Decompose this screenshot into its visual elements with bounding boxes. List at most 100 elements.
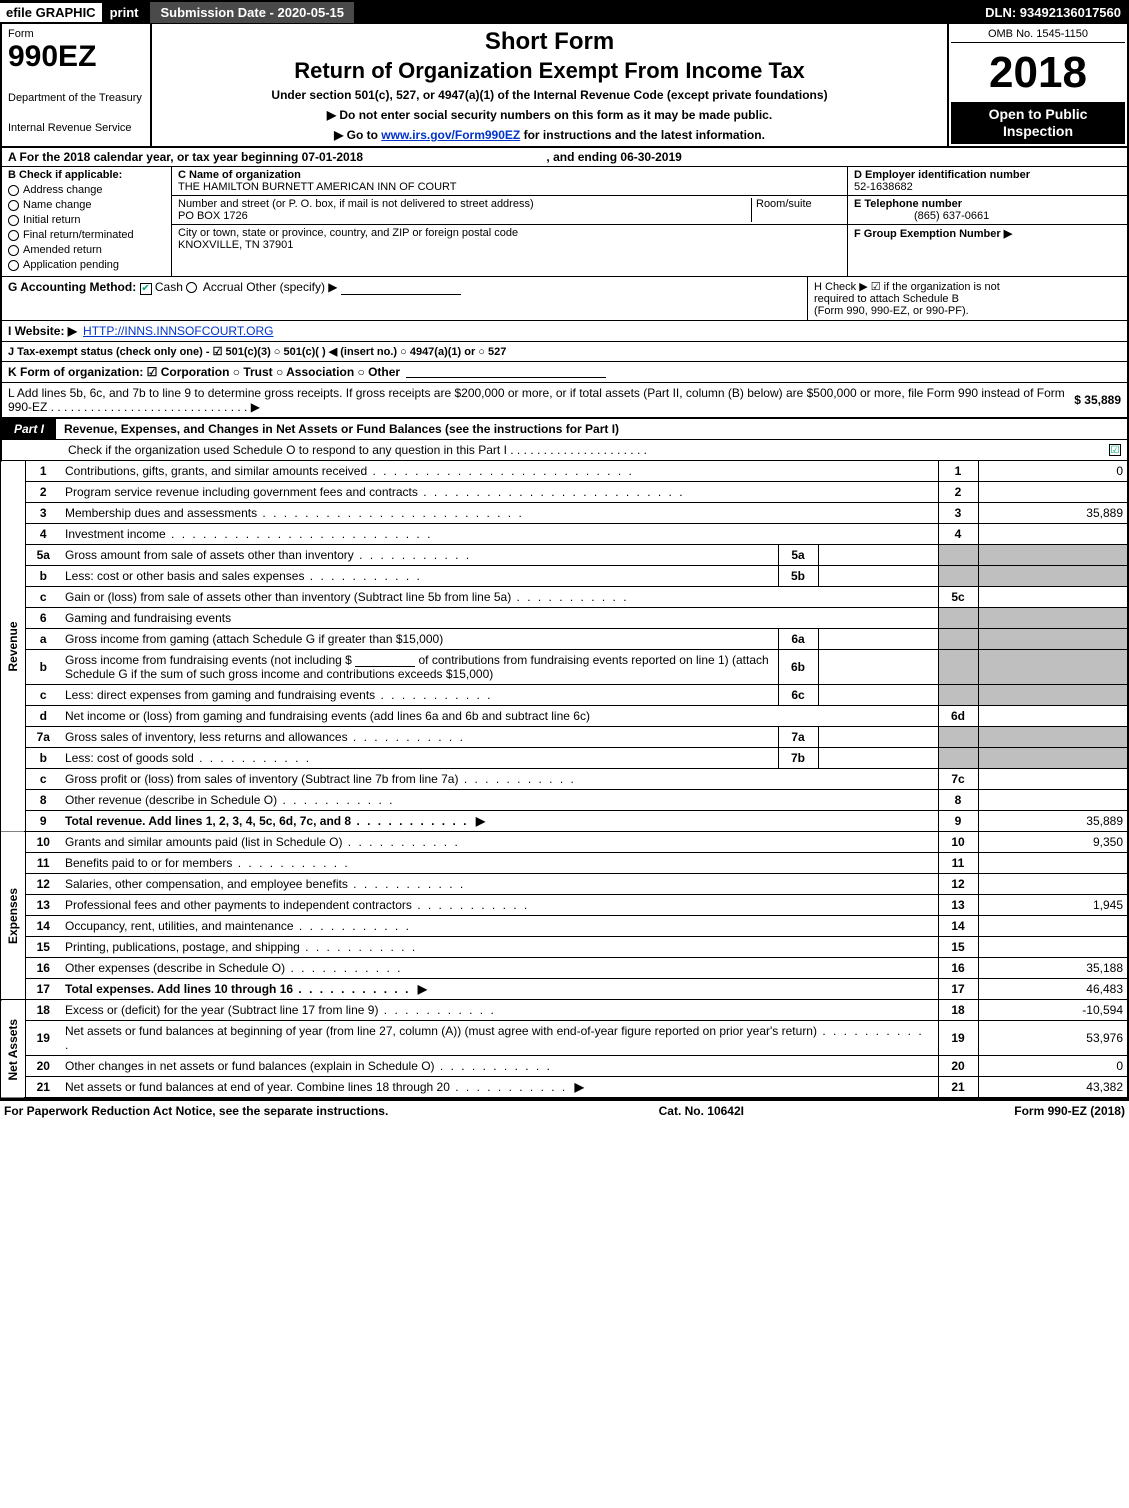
other-specify-line[interactable] xyxy=(341,283,461,295)
lineno: 2 xyxy=(25,482,61,503)
schedule-o-checkbox[interactable]: ☑ xyxy=(1109,444,1121,456)
numcell: 1 xyxy=(938,461,978,482)
valcell: 46,483 xyxy=(978,979,1128,1000)
line-desc: Less: cost of goods sold xyxy=(65,751,311,765)
circle-icon xyxy=(8,200,19,211)
line-desc: Total expenses. Add lines 10 through 16 xyxy=(65,982,410,996)
valcell xyxy=(978,937,1128,958)
line-4: 4 Investment income 4 xyxy=(1,524,1128,545)
other-label: Other (specify) ▶ xyxy=(246,280,337,294)
valcell-gray xyxy=(978,566,1128,587)
numcell: 17 xyxy=(938,979,978,1000)
line-1: Revenue 1 Contributions, gifts, grants, … xyxy=(1,461,1128,482)
page-footer: For Paperwork Reduction Act Notice, see … xyxy=(0,1099,1129,1121)
numcell: 4 xyxy=(938,524,978,545)
accrual-label: Accrual xyxy=(203,280,243,294)
website-link[interactable]: HTTP://INNS.INNSOFCOURT.ORG xyxy=(83,324,273,338)
circle-icon xyxy=(8,230,19,241)
lineno: 12 xyxy=(25,874,61,895)
subbox-label: 6c xyxy=(778,685,818,706)
line-2: 2 Program service revenue including gove… xyxy=(1,482,1128,503)
chk-amended-return[interactable]: Amended return xyxy=(8,244,165,256)
line-7a: 7a Gross sales of inventory, less return… xyxy=(1,727,1128,748)
subbox-val xyxy=(818,545,938,566)
line-desc: Net income or (loss) from gaming and fun… xyxy=(65,709,590,723)
lineno: 17 xyxy=(25,979,61,1000)
footer-left: For Paperwork Reduction Act Notice, see … xyxy=(4,1104,388,1118)
chk-initial-return[interactable]: Initial return xyxy=(8,214,165,226)
valcell-gray xyxy=(978,629,1128,650)
cash-checkbox[interactable]: ✔ xyxy=(140,283,152,295)
line-16: 16 Other expenses (describe in Schedule … xyxy=(1,958,1128,979)
tax-year: 2018 xyxy=(951,43,1125,102)
line-17: 17 Total expenses. Add lines 10 through … xyxy=(1,979,1128,1000)
lineno: 4 xyxy=(25,524,61,545)
contrib-blank[interactable] xyxy=(355,655,415,667)
part-i-label: Part I xyxy=(2,419,56,439)
subbox-val xyxy=(818,650,938,685)
section-f: F Group Exemption Number ▶ xyxy=(848,225,1127,242)
line-desc: Other revenue (describe in Schedule O) xyxy=(65,793,394,807)
section-e: E Telephone number (865) 637-0661 xyxy=(848,196,1127,225)
lineno: 20 xyxy=(25,1056,61,1077)
subbox-label: 7b xyxy=(778,748,818,769)
lineno: 5a xyxy=(25,545,61,566)
chk-final-return[interactable]: Final return/terminated xyxy=(8,229,165,241)
chk-name-change[interactable]: Name change xyxy=(8,199,165,211)
print-label[interactable]: print xyxy=(102,3,147,22)
l-amount: $ 35,889 xyxy=(1074,393,1121,407)
short-form-title: Short Form xyxy=(160,28,939,56)
valcell xyxy=(978,482,1128,503)
e-label: E Telephone number xyxy=(854,198,962,210)
irs-link[interactable]: www.irs.gov/Form990EZ xyxy=(381,128,520,142)
subbox-label: 6a xyxy=(778,629,818,650)
line-desc: Less: direct expenses from gaming and fu… xyxy=(65,688,493,702)
org-name-row: C Name of organization THE HAMILTON BURN… xyxy=(172,167,847,196)
line-desc: Gross profit or (loss) from sales of inv… xyxy=(65,772,576,786)
lineno: 13 xyxy=(25,895,61,916)
section-j: J Tax-exempt status (check only one) - ☑… xyxy=(0,342,1129,362)
period-a: A For the 2018 calendar year, or tax yea… xyxy=(8,150,363,164)
valcell-gray xyxy=(978,608,1128,629)
valcell: 1,945 xyxy=(978,895,1128,916)
line-desc: Membership dues and assessments xyxy=(65,506,524,520)
numcell: 15 xyxy=(938,937,978,958)
omb-number: OMB No. 1545-1150 xyxy=(951,26,1125,43)
period-row: A For the 2018 calendar year, or tax yea… xyxy=(0,148,1129,167)
line-21: 21 Net assets or fund balances at end of… xyxy=(1,1077,1128,1099)
lineno: 21 xyxy=(25,1077,61,1099)
line-6a: a Gross income from gaming (attach Sched… xyxy=(1,629,1128,650)
valcell: 9,350 xyxy=(978,832,1128,853)
goto-note: ▶ Go to www.irs.gov/Form990EZ for instru… xyxy=(160,128,939,142)
form-number-text: 990EZ xyxy=(8,40,96,74)
valcell xyxy=(978,706,1128,727)
h-line2: required to attach Schedule B xyxy=(814,293,1121,305)
part-i-title: Revenue, Expenses, and Changes in Net As… xyxy=(64,422,619,436)
valcell xyxy=(978,769,1128,790)
g-label: G Accounting Method: xyxy=(8,280,136,294)
lineno: 10 xyxy=(25,832,61,853)
lineno: c xyxy=(25,587,61,608)
line-desc: Other expenses (describe in Schedule O) xyxy=(65,961,402,975)
line-19: 19 Net assets or fund balances at beginn… xyxy=(1,1021,1128,1056)
valcell: 0 xyxy=(978,1056,1128,1077)
section-d: D Employer identification number 52-1638… xyxy=(848,167,1127,196)
gh-row: G Accounting Method: ✔ Cash Accrual Othe… xyxy=(0,277,1129,321)
form-number: 990EZ xyxy=(8,40,144,74)
section-c: C Name of organization THE HAMILTON BURN… xyxy=(172,167,847,276)
part-i-check-text: Check if the organization used Schedule … xyxy=(8,443,1103,457)
numcell: 5c xyxy=(938,587,978,608)
line-desc: Professional fees and other payments to … xyxy=(65,898,529,912)
numcell: 9 xyxy=(938,811,978,832)
netassets-tab: Net Assets xyxy=(1,1000,25,1099)
lineno: 16 xyxy=(25,958,61,979)
numcell: 18 xyxy=(938,1000,978,1021)
accrual-radio[interactable] xyxy=(186,282,197,293)
k-other-line[interactable] xyxy=(406,366,606,378)
chk-address-change[interactable]: Address change xyxy=(8,184,165,196)
chk-application-pending[interactable]: Application pending xyxy=(8,259,165,271)
line-desc: Gross income from gaming (attach Schedul… xyxy=(65,632,443,646)
c-label: C Name of organization xyxy=(178,169,301,181)
arrow-icon: ▶ xyxy=(575,1080,584,1094)
header-right: OMB No. 1545-1150 2018 Open to Public In… xyxy=(947,24,1127,146)
